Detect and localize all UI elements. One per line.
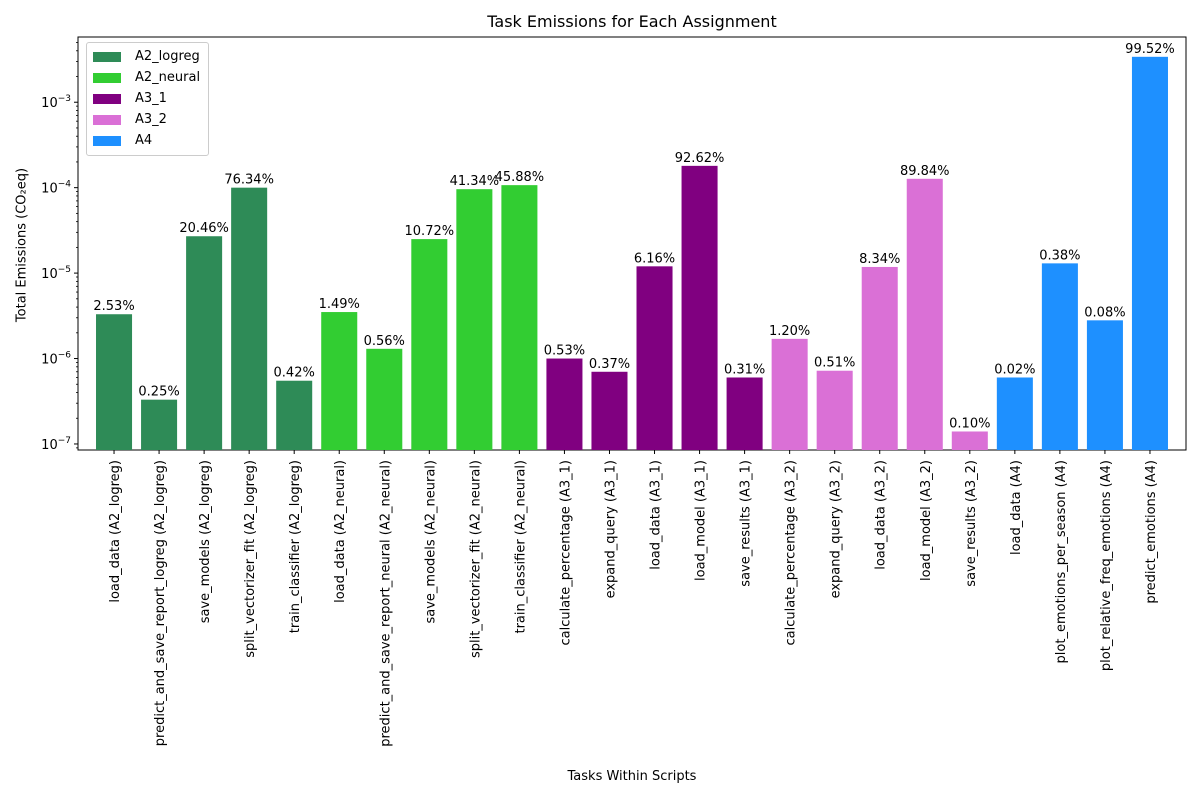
bar-4 (276, 380, 313, 450)
bar-value-label-16: 0.51% (814, 356, 855, 371)
x-tick-label-23: predict_emotions (A4) (1144, 460, 1159, 604)
x-tick-label-18: load_model (A3_2) (919, 460, 934, 581)
bar-15 (771, 338, 808, 450)
bar-value-label-20: 0.02% (994, 362, 1035, 377)
bar-2 (186, 236, 223, 450)
bar-3 (231, 187, 268, 450)
bar-9 (501, 185, 538, 450)
legend-item-4: A4 (93, 130, 200, 151)
x-axis-label: Tasks Within Scripts (567, 769, 697, 784)
x-tick-label-10: calculate_percentage (A3_1) (558, 460, 573, 646)
y-tick-label-4: 10−3 (41, 94, 71, 111)
bar-value-label-19: 0.10% (949, 416, 990, 431)
bar-value-label-4: 0.42% (274, 366, 315, 381)
y-tick-label-0: 10−7 (41, 436, 71, 453)
bar-value-label-11: 0.37% (589, 357, 630, 372)
bar-value-label-12: 6.16% (634, 251, 675, 266)
legend-swatch-1 (93, 72, 121, 83)
bar-value-label-23: 99.52% (1125, 42, 1175, 57)
bar-value-label-0: 2.53% (93, 299, 134, 314)
x-tick-label-1: predict_and_save_report_logreg (A2_logre… (153, 460, 168, 746)
x-tick-label-0: load_data (A2_logreg) (108, 460, 123, 603)
x-tick-label-4: train_classifier (A2_logreg) (288, 460, 303, 633)
bar-value-label-5: 1.49% (319, 297, 360, 312)
legend-swatch-3 (93, 114, 121, 125)
bar-value-label-8: 41.34% (450, 174, 500, 189)
x-tick-label-19: save_results (A3_2) (964, 460, 979, 587)
bar-6 (366, 348, 403, 450)
bar-16 (816, 370, 853, 450)
x-tick-label-16: expand_query (A3_2) (829, 460, 844, 598)
bar-value-label-17: 8.34% (859, 252, 900, 267)
axes-frame (77, 36, 1187, 451)
x-tick-label-15: calculate_percentage (A3_2) (784, 460, 799, 646)
x-tick-label-7: save_models (A2_neural) (423, 460, 438, 624)
legend-label-3: A3_2 (135, 112, 167, 127)
x-tick-label-20: load_data (A4) (1009, 460, 1024, 555)
x-tick-label-11: expand_query (A3_1) (603, 460, 618, 598)
bar-value-label-13: 92.62% (675, 151, 725, 166)
legend-swatch-2 (93, 93, 121, 104)
bar-value-label-9: 45.88% (495, 170, 545, 185)
x-tick-label-17: load_data (A3_2) (874, 460, 889, 570)
bar-7 (411, 239, 448, 450)
x-tick-label-8: split_vectorizer_fit (A2_neural) (468, 460, 483, 658)
bar-8 (456, 189, 493, 450)
bar-19 (951, 431, 988, 450)
bar-17 (861, 266, 898, 450)
legend: A2_logreg A2_neural A3_1 A3_2 A4 (86, 42, 210, 156)
legend-swatch-4 (93, 135, 121, 146)
bar-22 (1086, 320, 1123, 450)
x-tick-label-13: load_model (A3_1) (694, 460, 709, 581)
bar-11 (591, 371, 628, 450)
bar-23 (1131, 56, 1168, 450)
bar-12 (636, 266, 673, 450)
legend-label-1: A2_neural (135, 70, 201, 85)
x-tick-label-22: plot_relative_freq_emotions (A4) (1099, 460, 1114, 671)
bar-value-label-2: 20.46% (179, 221, 229, 236)
legend-swatch-0 (93, 51, 121, 62)
bar-value-label-7: 10.72% (405, 224, 455, 239)
bar-1 (141, 399, 178, 450)
x-tick-label-12: load_data (A3_1) (649, 460, 664, 570)
legend-item-0: A2_logreg (93, 46, 200, 67)
x-tick-label-2: save_models (A2_logreg) (198, 460, 213, 623)
bar-21 (1041, 263, 1078, 450)
legend-label-0: A2_logreg (135, 49, 200, 64)
x-tick-label-9: train_classifier (A2_neural) (513, 460, 528, 634)
bar-13 (681, 165, 718, 451)
x-tick-label-21: plot_emotions_per_season (A4) (1054, 460, 1069, 663)
chart-title: Task Emissions for Each Assignment (487, 12, 777, 31)
y-tick-label-1: 10−6 (41, 351, 71, 368)
bar-value-label-18: 89.84% (900, 164, 950, 179)
bar-value-label-3: 76.34% (224, 173, 274, 188)
bar-10 (546, 358, 583, 450)
bar-18 (906, 178, 943, 450)
bar-0 (96, 314, 133, 450)
legend-item-3: A3_2 (93, 109, 200, 130)
x-tick-label-14: save_results (A3_1) (739, 460, 754, 587)
x-tick-label-3: split_vectorizer_fit (A2_logreg) (243, 460, 258, 658)
legend-label-4: A4 (135, 133, 153, 148)
legend-label-2: A3_1 (135, 91, 167, 106)
x-tick-label-6: predict_and_save_report_neural (A2_neura… (378, 460, 393, 747)
x-tick-label-5: load_data (A2_neural) (333, 460, 348, 603)
bar-value-label-10: 0.53% (544, 344, 585, 359)
bar-value-label-21: 0.38% (1039, 248, 1080, 263)
y-tick-label-3: 10−4 (41, 180, 71, 197)
legend-item-2: A3_1 (93, 88, 200, 109)
bar-value-label-15: 1.20% (769, 324, 810, 339)
bar-20 (996, 377, 1033, 450)
bar-5 (321, 312, 358, 450)
bar-value-label-14: 0.31% (724, 362, 765, 377)
y-tick-label-2: 10−5 (41, 265, 71, 282)
bar-value-label-1: 0.25% (138, 385, 179, 400)
bar-value-label-22: 0.08% (1084, 305, 1125, 320)
bar-14 (726, 377, 763, 450)
legend-item-1: A2_neural (93, 67, 200, 88)
bar-value-label-6: 0.56% (364, 334, 405, 349)
